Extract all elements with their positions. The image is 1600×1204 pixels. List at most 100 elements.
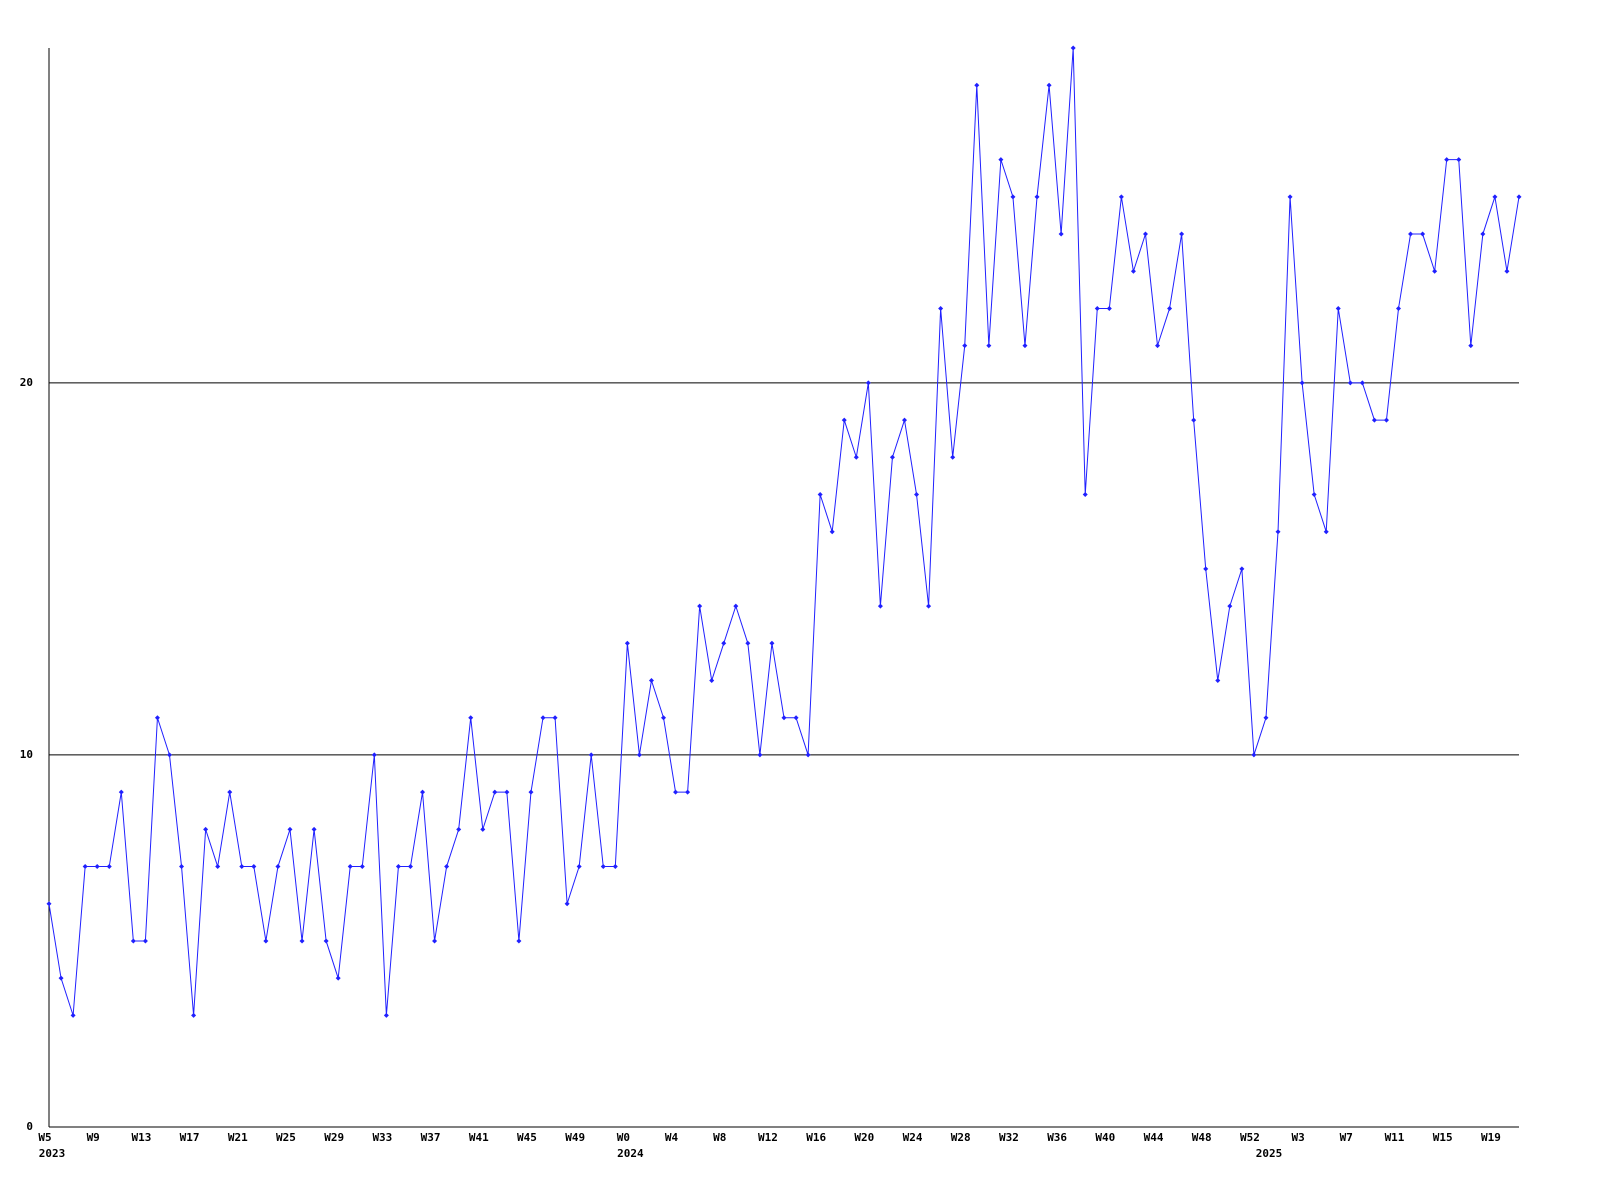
data-point (1046, 82, 1052, 88)
data-point (395, 864, 401, 870)
data-point (612, 864, 618, 870)
x-tick-label: W21 (228, 1131, 248, 1144)
x-tick-label: W11 (1385, 1131, 1405, 1144)
data-point (1444, 157, 1450, 163)
data-point (877, 603, 883, 609)
data-point (227, 789, 233, 795)
data-point (721, 640, 727, 646)
x-tick-label: W52 (1240, 1131, 1260, 1144)
y-tick-label: 10 (20, 748, 33, 761)
data-point (588, 752, 594, 758)
data-point (191, 1012, 197, 1018)
data-point (1130, 268, 1136, 274)
data-point (311, 826, 317, 832)
data-point (901, 417, 907, 423)
data-point (58, 975, 64, 981)
data-point (166, 752, 172, 758)
data-point (1492, 194, 1498, 200)
data-point (407, 864, 413, 870)
data-point (1275, 529, 1281, 535)
x-tick-label: W5 (38, 1131, 51, 1144)
data-point (986, 343, 992, 349)
data-point (685, 789, 691, 795)
data-point (709, 678, 715, 684)
data-point (1058, 231, 1064, 237)
data-point (1094, 305, 1100, 311)
data-point (480, 826, 486, 832)
data-point (46, 901, 52, 907)
x-tick-label: W44 (1144, 1131, 1164, 1144)
x-tick-label: W45 (517, 1131, 537, 1144)
data-point (1203, 566, 1209, 572)
data-point (865, 380, 871, 386)
data-point (1167, 305, 1173, 311)
x-tick-label: W4 (665, 1131, 679, 1144)
data-point (1118, 194, 1124, 200)
x-tick-label: W17 (180, 1131, 200, 1144)
data-point (697, 603, 703, 609)
x-tick-label: W24 (903, 1131, 923, 1144)
data-point (817, 491, 823, 497)
data-point (359, 864, 365, 870)
data-point (1070, 45, 1076, 51)
data-point (1251, 752, 1257, 758)
data-point (347, 864, 353, 870)
data-point (118, 789, 124, 795)
data-point (456, 826, 462, 832)
data-point (841, 417, 847, 423)
data-point (432, 938, 438, 944)
x-tick-label: W20 (854, 1131, 874, 1144)
data-point (1323, 529, 1329, 535)
x-tick-label: W33 (372, 1131, 392, 1144)
data-point (323, 938, 329, 944)
data-point (552, 715, 558, 721)
data-point (383, 1012, 389, 1018)
data-point (540, 715, 546, 721)
x-tick-label: W32 (999, 1131, 1019, 1144)
data-point (142, 938, 148, 944)
data-point (853, 454, 859, 460)
data-point (889, 454, 895, 460)
data-point (1287, 194, 1293, 200)
data-point (938, 305, 944, 311)
x-tick-label: W29 (324, 1131, 344, 1144)
data-point (1179, 231, 1185, 237)
x-tick-label: W12 (758, 1131, 778, 1144)
data-point (661, 715, 667, 721)
data-point (636, 752, 642, 758)
data-point (1335, 305, 1341, 311)
data-point (1239, 566, 1245, 572)
data-point (829, 529, 835, 535)
data-point (468, 715, 474, 721)
data-point (1347, 380, 1353, 386)
year-label: 2025 (1256, 1147, 1283, 1160)
data-point (757, 752, 763, 758)
data-point (275, 864, 281, 870)
data-point (179, 864, 185, 870)
data-point (1359, 380, 1365, 386)
data-point (914, 491, 920, 497)
x-tick-label: W16 (806, 1131, 826, 1144)
data-point (444, 864, 450, 870)
data-point (1311, 491, 1317, 497)
y-tick-label: 20 (20, 376, 33, 389)
data-point (492, 789, 498, 795)
data-point (673, 789, 679, 795)
data-point (962, 343, 968, 349)
data-point (1383, 417, 1389, 423)
x-tick-label: W28 (951, 1131, 971, 1144)
data-point (769, 640, 775, 646)
x-tick-label: W15 (1433, 1131, 1453, 1144)
data-point (504, 789, 510, 795)
x-tick-label: W7 (1340, 1131, 1353, 1144)
x-tick-label: W13 (131, 1131, 151, 1144)
x-tick-label: W19 (1481, 1131, 1501, 1144)
year-label: 2024 (617, 1147, 644, 1160)
data-point (335, 975, 341, 981)
data-point (1371, 417, 1377, 423)
data-point (1191, 417, 1197, 423)
data-point (926, 603, 932, 609)
year-label: 2023 (39, 1147, 66, 1160)
data-point (251, 864, 257, 870)
data-point (516, 938, 522, 944)
